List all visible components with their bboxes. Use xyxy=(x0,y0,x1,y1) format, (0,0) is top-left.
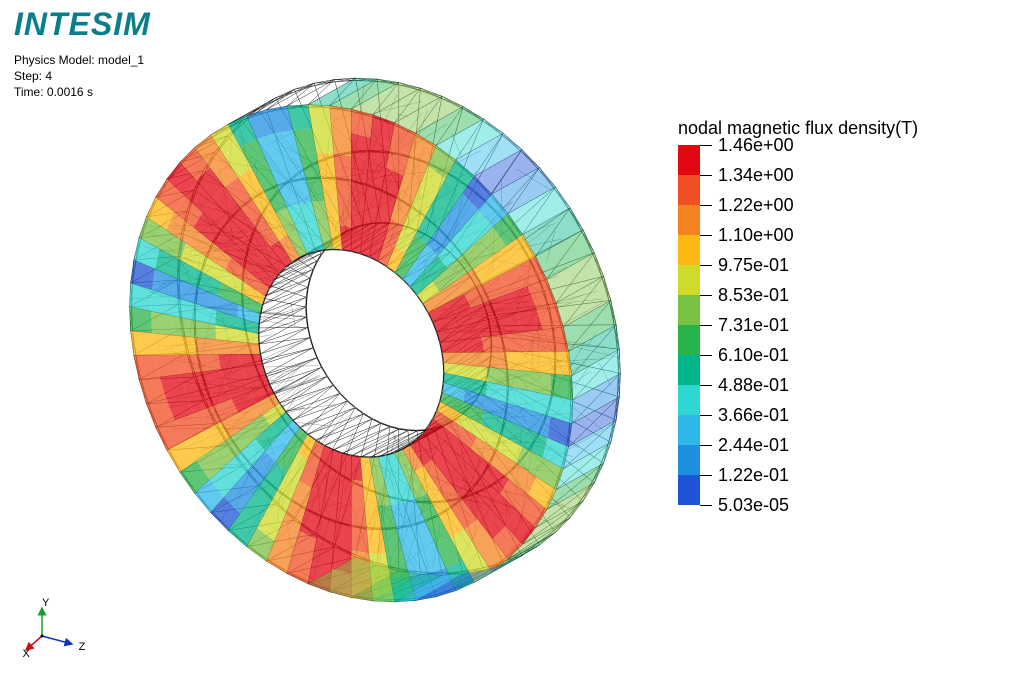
legend-value-label: 1.22e-01 xyxy=(718,465,789,486)
legend-swatch xyxy=(678,205,700,235)
legend-swatch xyxy=(678,475,700,505)
legend-tick xyxy=(700,175,712,176)
legend-swatch xyxy=(678,355,700,385)
legend-value-label: 1.22e+00 xyxy=(718,195,794,216)
legend-tick xyxy=(700,235,712,236)
color-legend: nodal magnetic flux density(T) 1.46e+001… xyxy=(678,118,998,505)
meta-step-value: 4 xyxy=(45,69,52,83)
legend-swatch xyxy=(678,445,700,475)
meta-time-label: Time: xyxy=(14,85,44,99)
legend-tick xyxy=(700,265,712,266)
legend-colorbar xyxy=(678,145,700,505)
mesh-contour xyxy=(130,78,621,602)
legend-body: 1.46e+001.34e+001.22e+001.10e+009.75e-01… xyxy=(678,145,998,505)
legend-swatch xyxy=(678,175,700,205)
legend-swatch xyxy=(678,385,700,415)
legend-swatch xyxy=(678,325,700,355)
legend-value-label: 4.88e-01 xyxy=(718,375,789,396)
legend-tick xyxy=(700,325,712,326)
legend-swatch xyxy=(678,415,700,445)
legend-tick xyxy=(700,355,712,356)
legend-value-label: 1.34e+00 xyxy=(718,165,794,186)
legend-value-label: 2.44e-01 xyxy=(718,435,789,456)
legend-tick xyxy=(700,295,712,296)
axis-triad: YZX xyxy=(22,596,82,656)
legend-value-label: 1.10e+00 xyxy=(718,225,794,246)
legend-value-label: 7.31e-01 xyxy=(718,315,789,336)
legend-tick xyxy=(700,385,712,386)
legend-tick xyxy=(700,415,712,416)
legend-tick xyxy=(700,145,712,146)
legend-value-label: 6.10e-01 xyxy=(718,345,789,366)
triad-label-x: X xyxy=(22,648,30,660)
legend-tick xyxy=(700,505,712,506)
legend-ticks xyxy=(700,145,714,505)
mesh-viewport[interactable] xyxy=(90,20,660,660)
axis-triad-svg: YZX xyxy=(22,596,82,656)
legend-swatch xyxy=(678,235,700,265)
legend-swatch xyxy=(678,265,700,295)
meta-time-value: 0.0016 s xyxy=(47,85,93,99)
legend-swatch xyxy=(678,145,700,175)
legend-value-label: 9.75e-01 xyxy=(718,255,789,276)
mesh-render-svg xyxy=(90,20,660,660)
legend-value-label: 3.66e-01 xyxy=(718,405,789,426)
triad-label-z: Z xyxy=(79,641,86,653)
legend-swatch xyxy=(678,295,700,325)
legend-value-label: 5.03e-05 xyxy=(718,495,789,516)
legend-value-label: 8.53e-01 xyxy=(718,285,789,306)
legend-tick xyxy=(700,475,712,476)
meta-physics-model-label: Physics Model: xyxy=(14,53,95,67)
legend-tick xyxy=(700,205,712,206)
triad-axis-z xyxy=(42,636,72,644)
legend-value-label: 1.46e+00 xyxy=(718,135,794,156)
triad-label-y: Y xyxy=(42,597,50,609)
meta-step-label: Step: xyxy=(14,69,42,83)
legend-tick xyxy=(700,445,712,446)
legend-labels: 1.46e+001.34e+001.22e+001.10e+009.75e-01… xyxy=(714,145,914,505)
